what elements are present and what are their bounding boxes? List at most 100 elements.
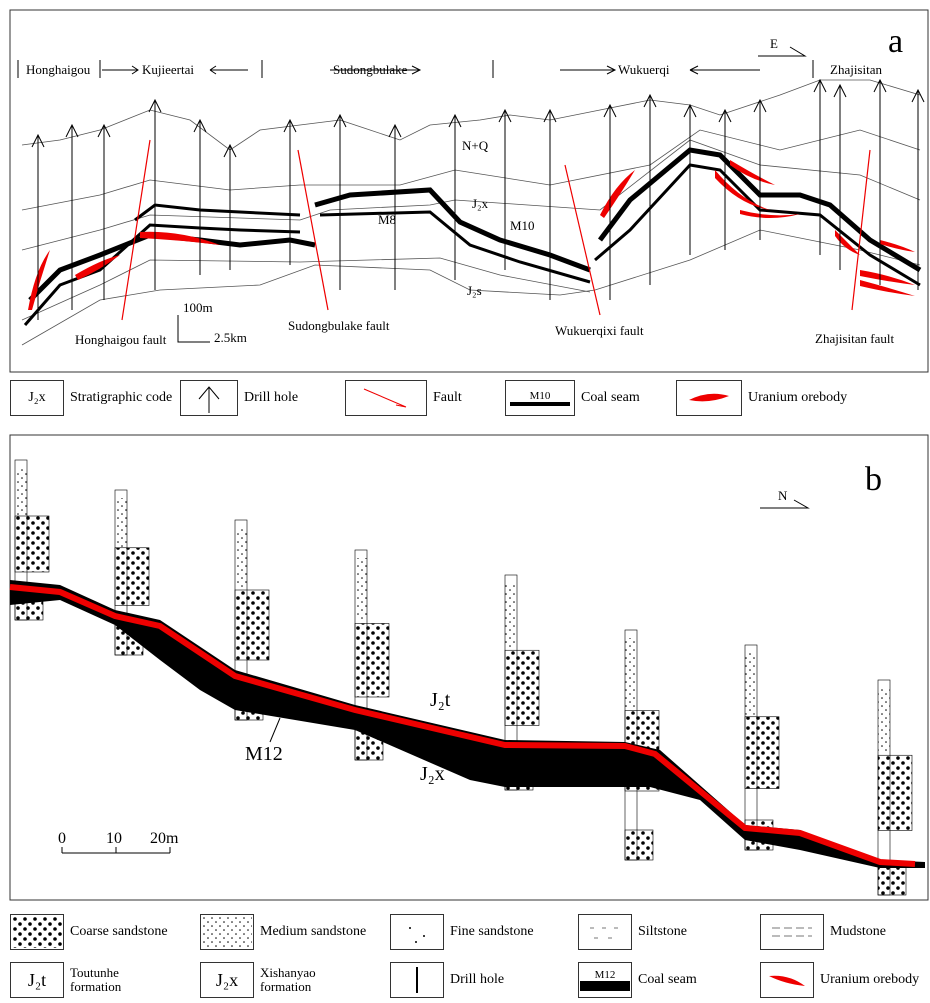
swatch (345, 380, 427, 416)
fault-label: Sudongbulake fault (288, 318, 390, 333)
swatch: M12 (578, 962, 632, 998)
page: a E Honghaigou Kujieertai Sudongbulake W… (0, 0, 930, 1003)
legend-label: Fine sandstone (450, 924, 534, 940)
stratum-label: J₂t (430, 689, 451, 711)
column-fine (235, 528, 247, 588)
column-sandstone (355, 624, 389, 698)
drill-hole (449, 115, 461, 280)
direction-arrow (758, 47, 805, 56)
column-sandstone (505, 650, 539, 725)
column-fine (355, 558, 367, 621)
column-fine (745, 653, 757, 715)
diagram: a E Honghaigou Kujieertai Sudongbulake W… (0, 0, 930, 1003)
leader (270, 718, 280, 742)
column-sandstone (235, 590, 269, 660)
location: Sudongbulake (333, 62, 408, 77)
location: Kujieertai (142, 62, 194, 77)
drill-hole (499, 110, 511, 270)
legend-item: Medium sandstone (200, 914, 366, 950)
stratum-label: N+Q (462, 138, 489, 153)
drill-hole (334, 115, 346, 290)
swatch (760, 914, 824, 950)
drill-hole (149, 100, 161, 290)
scale-label: 0 (58, 830, 66, 847)
seam-label: M12 (245, 743, 283, 765)
column-fine (505, 583, 517, 648)
legend-label: Coarse sandstone (70, 924, 168, 940)
legend-label: Fault (433, 390, 462, 406)
column-sandstone (745, 717, 779, 789)
drill-hole (814, 80, 826, 255)
panel-label: b (865, 461, 882, 498)
column-fine (878, 688, 890, 753)
legend-label: Coal seam (581, 390, 640, 406)
legend-item: Drill hole (390, 962, 504, 998)
legend-item: Uranium orebody (676, 380, 847, 416)
legend-label: Mudstone (830, 924, 886, 940)
swatch (760, 962, 814, 998)
swatch (578, 914, 632, 950)
code-swatch: J₂x (200, 962, 254, 998)
column-sandstone (878, 755, 912, 830)
stratum-label: J₂x (472, 196, 489, 211)
legend-label: Uranium orebody (748, 390, 847, 406)
column-fine (15, 468, 27, 516)
column-sandstone (15, 516, 49, 572)
drill-hole (224, 145, 236, 270)
direction: E (770, 36, 778, 51)
scale-bar (178, 315, 210, 342)
column-sandstone (115, 548, 149, 606)
legend-item: Siltstone (578, 914, 687, 950)
legend-item: Fault (345, 380, 462, 416)
legend-item: Mudstone (760, 914, 886, 950)
location: Wukuerqi (618, 62, 670, 77)
column-fine (625, 638, 637, 707)
scale-bar (62, 847, 170, 853)
drill-hole (389, 125, 401, 290)
legend-label: Xishanyao formation (260, 966, 338, 994)
legend-label: Toutunhe formation (70, 966, 148, 994)
column-fine (115, 498, 127, 548)
legend-item: M12 Coal seam (578, 962, 697, 998)
legend-item: Uranium orebody (760, 962, 919, 998)
location: Honghaigou (26, 62, 91, 77)
drill-hole (912, 90, 924, 290)
stratum-label: J₂x (420, 763, 445, 785)
swatch (200, 914, 254, 950)
location-markers (18, 60, 813, 78)
swatch (10, 914, 64, 950)
drill-hole (194, 120, 206, 275)
legend-item: Fine sandstone (390, 914, 534, 950)
drill-hole (684, 105, 696, 255)
location: Zhajisitan (830, 62, 882, 77)
column-base (625, 830, 653, 860)
swatch (676, 380, 742, 416)
scale-label: 100m (183, 300, 213, 315)
seam-label: M8 (378, 212, 396, 227)
legend-label: Siltstone (638, 924, 687, 940)
column-base (878, 865, 906, 895)
legend-label: Medium sandstone (260, 924, 366, 940)
stratum-label: J₂s (467, 283, 482, 298)
fault-label: Zhajisitan fault (815, 331, 894, 346)
drill-hole (754, 100, 766, 240)
code-swatch: J₂x (10, 380, 64, 416)
legend-label: Drill hole (450, 972, 504, 988)
legend-label: Drill hole (244, 390, 298, 406)
legend-item: Coarse sandstone (10, 914, 168, 950)
legend-label: Uranium orebody (820, 972, 919, 988)
direction: N (778, 488, 788, 503)
swatch (180, 380, 238, 416)
seam-code: M12 (595, 969, 616, 981)
fault-label: Honghaigou fault (75, 332, 167, 347)
swatch (390, 962, 444, 998)
panel-label: a (888, 23, 903, 60)
drill-hole (98, 125, 110, 300)
legend-label: Coal seam (638, 972, 697, 988)
scale-label: 10 (106, 830, 122, 847)
scale-label: 2.5km (214, 330, 247, 345)
